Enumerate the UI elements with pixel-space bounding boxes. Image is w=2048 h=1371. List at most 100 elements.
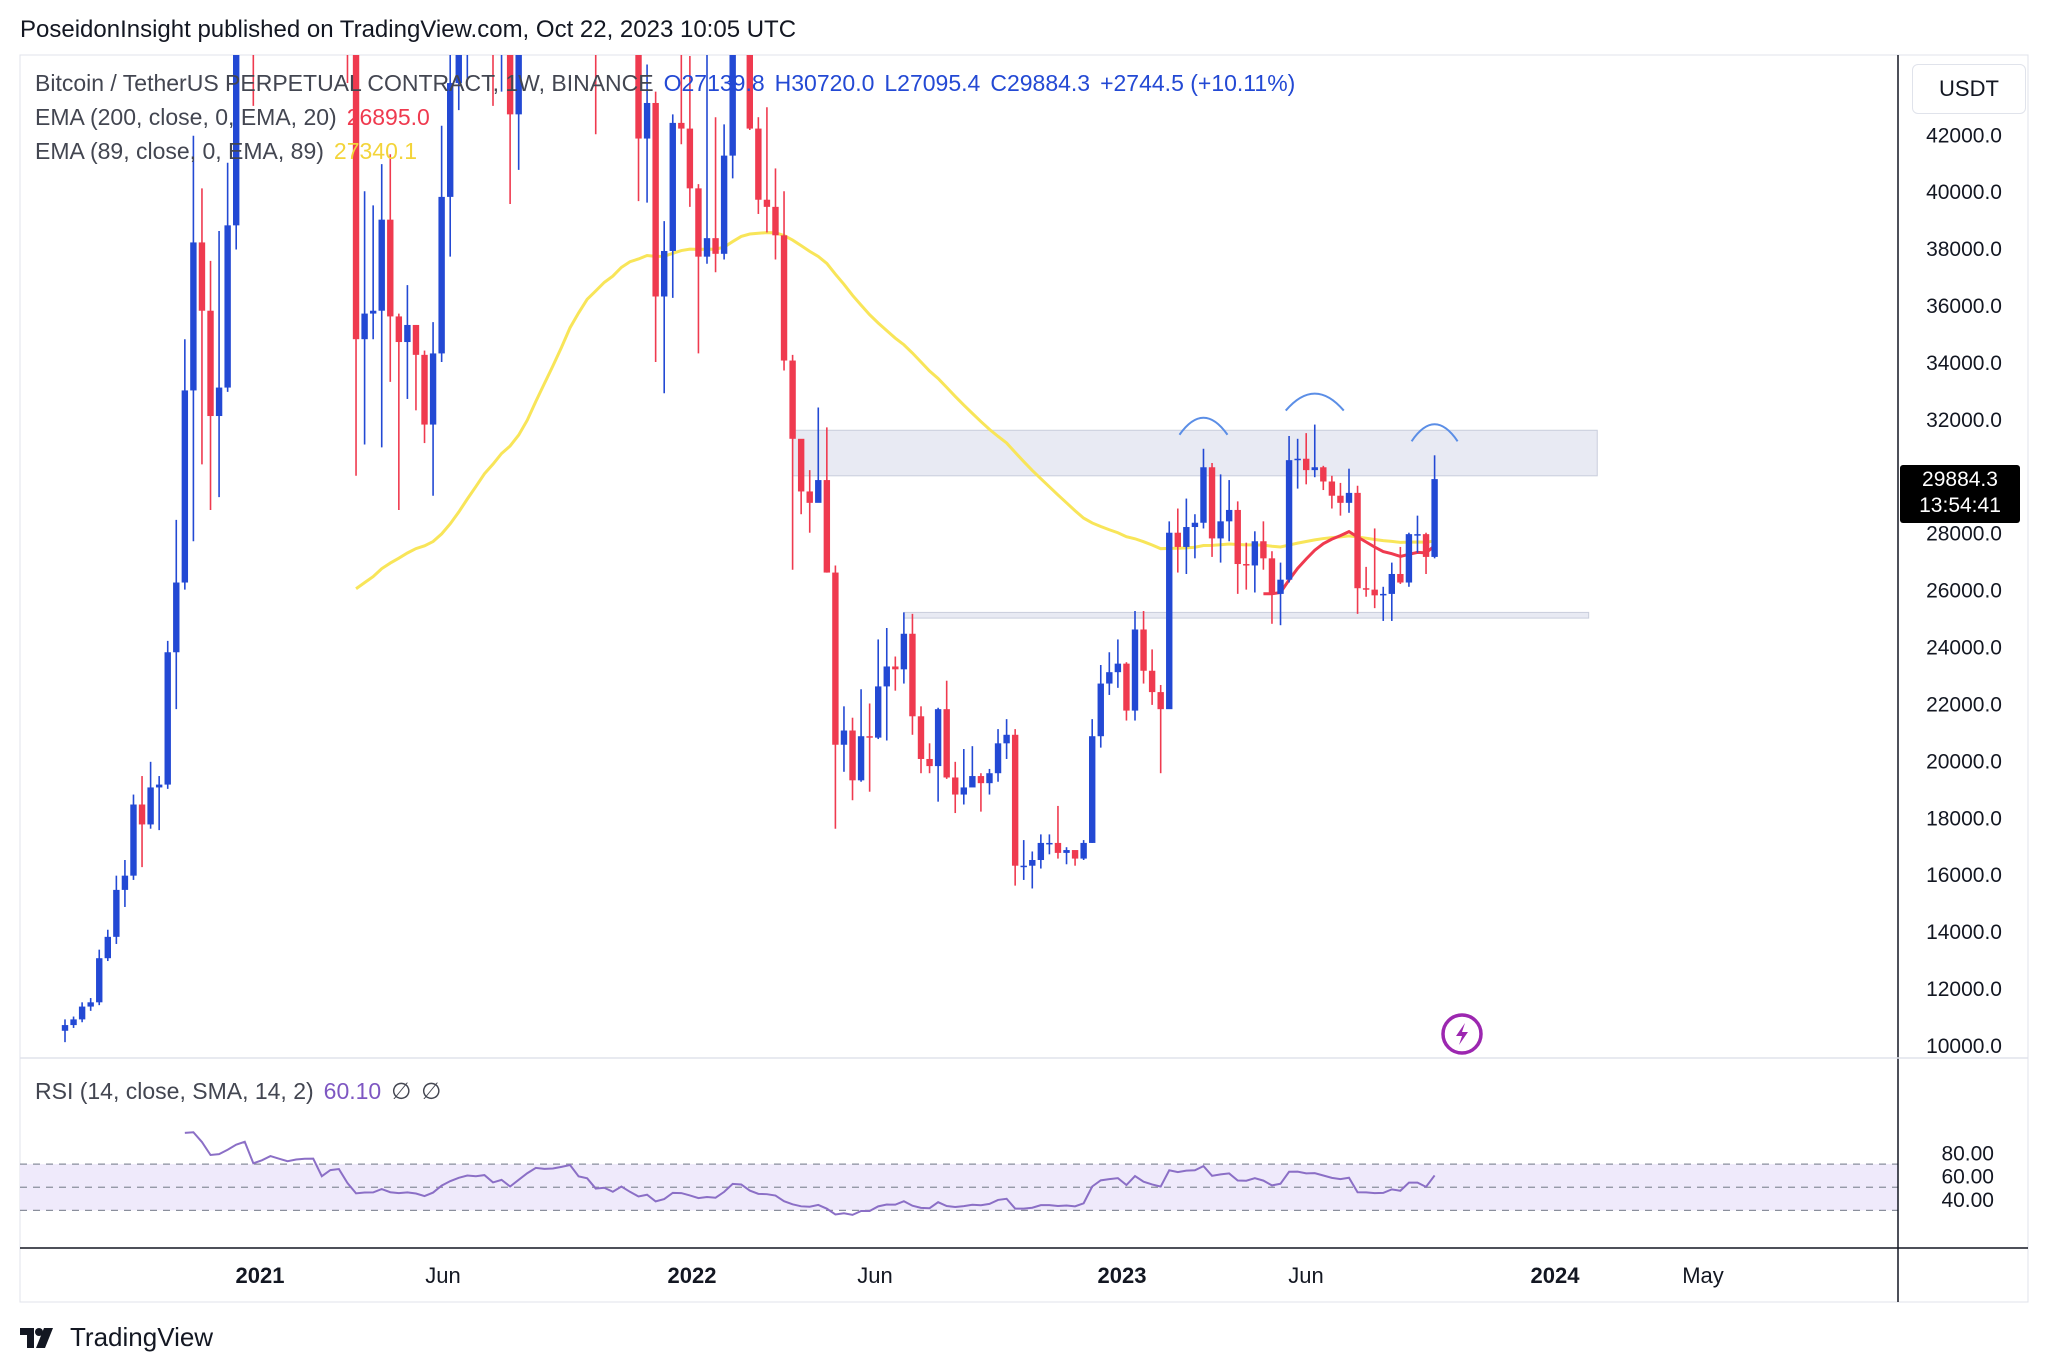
candle-body [900, 633, 908, 670]
candle-body [755, 128, 762, 200]
candle [164, 640, 171, 789]
ema200-label: EMA (200, close, 0, EMA, 20) [35, 104, 337, 130]
candle [1260, 521, 1267, 570]
footer[interactable]: TradingView [20, 1322, 213, 1353]
candle-body [1277, 579, 1284, 594]
axes-layer: 42000.0 40000.0 38000.0 36000.0 34000.0 32000… [20, 55, 2028, 1302]
candle [1217, 474, 1224, 563]
candle [840, 706, 848, 772]
candle [643, 64, 651, 203]
candle-body [1046, 842, 1053, 845]
candle [678, 55, 685, 145]
candle-body [1431, 479, 1438, 557]
support-zone [903, 611, 1590, 619]
candle-body [1131, 629, 1139, 711]
candle-body [917, 716, 925, 759]
candle-body [1260, 541, 1267, 559]
candle-body [1380, 593, 1387, 596]
candle [1131, 610, 1139, 721]
candle-body [78, 1006, 86, 1020]
top-arc [1178, 416, 1229, 436]
flash-icon[interactable] [1441, 1013, 1483, 1055]
candle [883, 628, 890, 741]
candle [952, 761, 959, 814]
candle [1106, 652, 1113, 695]
candle-body [438, 196, 445, 354]
candle [1397, 546, 1404, 584]
resistance-zone [792, 429, 1598, 477]
candle-body [259, 0, 265, 12]
candles-layer [61, 0, 1438, 1043]
currency-selector[interactable]: USDT [1912, 64, 2026, 114]
candle-body [412, 324, 420, 355]
candle [387, 154, 394, 382]
candle-body [155, 784, 163, 788]
candle [1037, 834, 1045, 869]
candle [473, 0, 479, 9]
rsi-line [184, 1131, 1436, 1216]
candle-body [1191, 522, 1199, 528]
candle-body [1183, 527, 1190, 547]
candle-body [447, 83, 454, 197]
candle-body [712, 238, 719, 254]
candle [720, 124, 728, 260]
price-tick-label: 10000.0 [1926, 1035, 2002, 1058]
candle-body [1320, 467, 1327, 482]
candle [87, 998, 94, 1011]
candle [481, 0, 487, 5]
candle-body [207, 310, 214, 417]
candle-body [952, 777, 959, 795]
price-tick-label: 28000.0 [1926, 523, 2002, 546]
candle [1089, 719, 1096, 843]
symbol-legend[interactable]: Bitcoin / TetherUS PERPETUAL CONTRACT, 1… [35, 70, 1295, 97]
candle-body [1029, 860, 1036, 866]
candle [155, 776, 163, 831]
ema89-label: EMA (89, close, 0, EMA, 89) [35, 138, 324, 164]
candle-body [652, 102, 659, 297]
candle-body [1123, 663, 1130, 711]
candle [1003, 719, 1010, 759]
bar-countdown: 13:54:41 [1919, 494, 2001, 517]
candle [1157, 684, 1164, 774]
candle [1080, 840, 1087, 861]
candle-body [883, 666, 890, 687]
candle-body [224, 225, 231, 388]
candle [909, 613, 916, 735]
candle-body [96, 958, 103, 1003]
candle-body [738, 0, 744, 9]
candle [652, 91, 659, 362]
candle-body [1337, 495, 1344, 503]
candle-body [635, 55, 642, 139]
candle [1294, 438, 1301, 489]
time-tick-label: 2023 [1098, 1263, 1147, 1288]
candle [763, 107, 771, 233]
candle-body [387, 219, 394, 317]
candle-body [627, 0, 633, 12]
candle [1191, 514, 1199, 559]
candle-body [421, 354, 428, 425]
top-arcs-layer [1178, 392, 1459, 442]
ema200-legend[interactable]: EMA (200, close, 0, EMA, 20) 26895.0 [35, 104, 430, 131]
candle-body [1011, 734, 1019, 866]
candle [960, 749, 967, 805]
candle [352, 55, 360, 476]
candle [506, 55, 514, 205]
candle [892, 656, 899, 691]
candle [1148, 649, 1156, 705]
candle [515, 55, 522, 170]
candle-body [215, 387, 223, 417]
candle [104, 929, 111, 962]
candle [943, 680, 950, 779]
candle-body [1037, 842, 1045, 861]
candle-body [130, 804, 137, 876]
candle [1174, 508, 1181, 573]
candle-body [875, 686, 882, 738]
candle [70, 1016, 77, 1028]
rsi-legend[interactable]: RSI (14, close, SMA, 14, 2) 60.10 ∅ ∅ [35, 1078, 441, 1105]
symbol-name: Bitcoin / TetherUS PERPETUAL CONTRACT, 1… [35, 70, 654, 96]
candle-body [1268, 558, 1276, 594]
ohlc-open: O27139.8 [663, 70, 765, 96]
ema89-legend[interactable]: EMA (89, close, 0, EMA, 89) 27340.1 [35, 138, 417, 165]
candle-body [61, 1025, 69, 1031]
